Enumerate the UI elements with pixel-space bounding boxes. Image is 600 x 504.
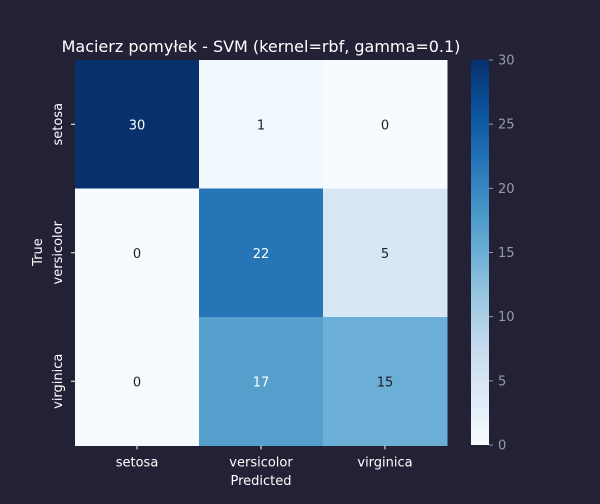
colorbar-tick-label: 10 <box>498 310 515 325</box>
heatmap-cell <box>199 60 324 189</box>
colorbar-tick-label: 0 <box>498 439 506 454</box>
chart-title: Macierz pomyłek - SVM (kernel=rbf, gamma… <box>62 37 461 56</box>
cell-value-label: 0 <box>133 375 141 390</box>
y-axis-label: True <box>31 238 46 267</box>
heatmap-cell <box>75 188 200 318</box>
y-tick-label: setosa <box>51 103 66 146</box>
colorbar-tick-label: 15 <box>498 246 515 261</box>
heatmap-cell <box>199 317 324 446</box>
y-axis-ticks: setosa versicolor virginica <box>51 103 75 409</box>
x-axis-ticks: setosa versicolor virginica <box>116 445 413 471</box>
y-tick-label: virginica <box>51 354 66 409</box>
heatmap-cell <box>323 188 448 318</box>
cell-value-label: 0 <box>381 118 389 133</box>
cell-value-label: 17 <box>253 375 270 390</box>
cell-value-label: 1 <box>257 118 265 133</box>
cell-value-label: 0 <box>133 247 141 262</box>
x-tick-label: virginica <box>357 456 412 471</box>
heatmap-cell <box>323 317 448 446</box>
x-axis-label: Predicted <box>230 474 291 489</box>
heatmap-cell <box>75 317 200 446</box>
heatmap-cells: 30 1 0 0 22 5 0 17 15 <box>75 60 448 446</box>
colorbar: 0 5 10 15 20 25 30 <box>471 54 515 454</box>
colorbar-tick-label: 30 <box>498 54 515 69</box>
heatmap-cell <box>323 60 448 189</box>
cell-value-label: 22 <box>253 247 270 262</box>
colorbar-tick-label: 20 <box>498 182 515 197</box>
cell-value-label: 15 <box>377 375 394 390</box>
cell-value-label: 30 <box>129 118 146 133</box>
heatmap-cell <box>75 60 200 189</box>
colorbar-tick-label: 5 <box>498 374 506 389</box>
colorbar-tick-label: 25 <box>498 118 515 133</box>
colorbar-gradient <box>471 60 489 445</box>
x-tick-label: versicolor <box>229 456 293 471</box>
cell-value-label: 5 <box>381 247 389 262</box>
heatmap-cell <box>199 188 324 318</box>
x-tick-label: setosa <box>116 456 159 471</box>
y-tick-label: versicolor <box>51 220 66 284</box>
